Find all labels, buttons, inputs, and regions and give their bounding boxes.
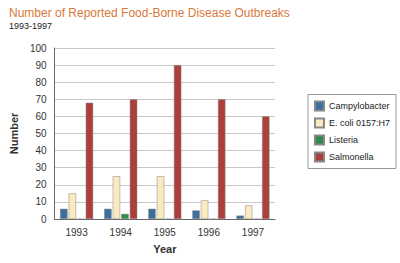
- svg-text:40: 40: [35, 145, 47, 156]
- svg-text:1993-1997: 1993-1997: [9, 21, 52, 31]
- svg-text:1993: 1993: [66, 227, 89, 238]
- svg-text:Year: Year: [153, 243, 177, 255]
- svg-text:10: 10: [35, 196, 47, 207]
- svg-text:80: 80: [35, 77, 47, 88]
- svg-text:1996: 1996: [198, 227, 221, 238]
- svg-text:70: 70: [35, 94, 47, 105]
- svg-text:Campylobacter: Campylobacter: [329, 101, 390, 111]
- svg-text:1994: 1994: [110, 227, 133, 238]
- svg-text:60: 60: [35, 111, 47, 122]
- svg-text:100: 100: [30, 43, 47, 54]
- svg-text:30: 30: [35, 162, 47, 173]
- svg-text:90: 90: [35, 60, 47, 71]
- svg-text:E. coli 0157:H7: E. coli 0157:H7: [329, 118, 390, 128]
- svg-text:50: 50: [35, 128, 47, 139]
- svg-text:Salmonella: Salmonella: [329, 152, 374, 162]
- svg-text:Number: Number: [8, 112, 20, 154]
- svg-text:1995: 1995: [154, 227, 177, 238]
- svg-text:Listeria: Listeria: [329, 135, 358, 145]
- svg-text:20: 20: [35, 179, 47, 190]
- svg-text:Number of Reported Food-Borne: Number of Reported Food-Borne Disease Ou…: [9, 6, 290, 20]
- svg-text:1997: 1997: [242, 227, 265, 238]
- svg-text:0: 0: [41, 214, 47, 225]
